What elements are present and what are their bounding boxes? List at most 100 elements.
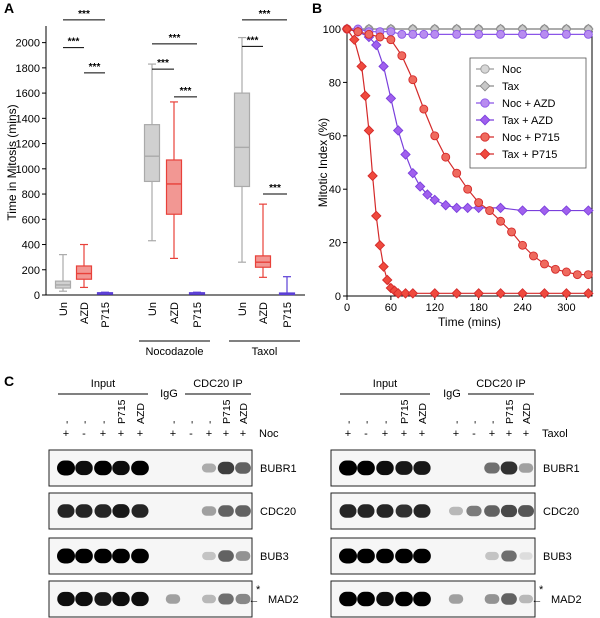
- band: [339, 591, 357, 607]
- band: [235, 551, 251, 561]
- band: [165, 594, 181, 604]
- band: [357, 504, 375, 518]
- input-title: Input: [373, 378, 397, 390]
- data-point: [474, 29, 484, 39]
- band: [395, 591, 413, 607]
- data-point: [414, 181, 426, 192]
- data-point: [485, 206, 495, 216]
- row-label: CDC20: [543, 506, 579, 518]
- band: [484, 594, 500, 604]
- data-point: [375, 32, 385, 42]
- box: [143, 124, 161, 183]
- band: [395, 504, 413, 518]
- drug-label: -: [79, 420, 91, 424]
- ip-title: CDC20 IP: [476, 378, 526, 390]
- significance-label: ***: [89, 62, 101, 73]
- igg-title: IgG: [160, 388, 178, 400]
- row-arrow: ←: [249, 594, 260, 606]
- band: [500, 461, 518, 475]
- x-tick-label: Un: [147, 302, 159, 316]
- band: [339, 504, 357, 518]
- box: [165, 159, 183, 215]
- legend-label: Noc + P715: [502, 132, 560, 144]
- data-point: [364, 29, 374, 39]
- treatment-sign: +: [170, 428, 176, 440]
- treatment-sign: -: [364, 428, 368, 440]
- band: [94, 460, 112, 476]
- x-tick-label: P715: [282, 302, 294, 328]
- data-point: [572, 270, 582, 280]
- significance-label: ***: [180, 86, 192, 97]
- band: [339, 548, 357, 564]
- drug-label: -: [451, 420, 463, 424]
- treatment-sign: +: [382, 428, 388, 440]
- series-tax-p715: [341, 23, 594, 299]
- row-note: *: [539, 584, 544, 596]
- legend-label: Tax + AZD: [502, 115, 553, 127]
- data-point: [550, 264, 560, 274]
- y-tick-label: 1400: [16, 113, 40, 125]
- data-point: [507, 227, 517, 237]
- band: [57, 548, 75, 564]
- data-point: [452, 29, 462, 39]
- band: [94, 504, 112, 518]
- drug-label: -: [343, 420, 355, 424]
- blot-panel-1: Input IgG CDC20 IP - - - P715 AZD - - - P715 AZD + - + +…: [48, 378, 299, 618]
- band: [376, 591, 394, 607]
- legend-marker: [479, 114, 491, 126]
- x-tick-label: P715: [192, 302, 204, 328]
- y-tick-label: 1200: [16, 139, 40, 151]
- band: [235, 505, 251, 517]
- band: [466, 505, 482, 517]
- treatment-sign: +: [453, 428, 459, 440]
- band: [339, 460, 357, 476]
- data-point: [583, 270, 593, 280]
- band: [202, 594, 216, 604]
- band: [500, 504, 518, 518]
- panel-label-a: A: [4, 0, 14, 16]
- band: [131, 548, 149, 564]
- data-point: [407, 167, 419, 179]
- input-title: Input: [91, 378, 115, 390]
- band: [75, 548, 93, 564]
- band: [94, 592, 112, 606]
- data-point: [539, 205, 550, 216]
- treatment-sign: +: [100, 428, 106, 440]
- data-point: [539, 288, 550, 299]
- y-tick-label: 60: [329, 131, 341, 143]
- drug-label: AZD: [238, 403, 250, 424]
- data-point: [378, 61, 389, 72]
- y-tick-label: 600: [22, 214, 40, 226]
- band: [376, 548, 394, 564]
- data-point: [440, 199, 451, 211]
- data-point: [400, 288, 411, 299]
- band: [376, 460, 394, 476]
- drug-label: -: [98, 420, 110, 424]
- data-point: [374, 240, 386, 251]
- legend-marker: [480, 132, 490, 142]
- x-tick-label: Un: [58, 302, 70, 316]
- data-point: [561, 267, 571, 277]
- significance-label: ***: [169, 33, 181, 44]
- data-point: [518, 29, 527, 39]
- band: [518, 505, 534, 517]
- data-point: [495, 288, 506, 299]
- drug-label: -: [380, 420, 392, 424]
- treatment-sign: +: [118, 428, 124, 440]
- row-label: BUBR1: [260, 463, 297, 475]
- treatment-sign: +: [223, 428, 229, 440]
- drug-label: P715: [221, 399, 233, 424]
- band: [519, 594, 533, 604]
- band: [501, 593, 517, 605]
- drug-label: P715: [399, 399, 411, 424]
- x-tick-label: AZD: [169, 302, 181, 324]
- band: [112, 504, 130, 518]
- band: [217, 461, 235, 475]
- x-tick-label: AZD: [258, 302, 270, 324]
- band: [413, 461, 431, 475]
- data-point: [496, 216, 506, 226]
- drug-label: -: [168, 420, 180, 424]
- data-point: [408, 29, 418, 39]
- band: [413, 548, 431, 564]
- treatment-sign: -: [82, 428, 86, 440]
